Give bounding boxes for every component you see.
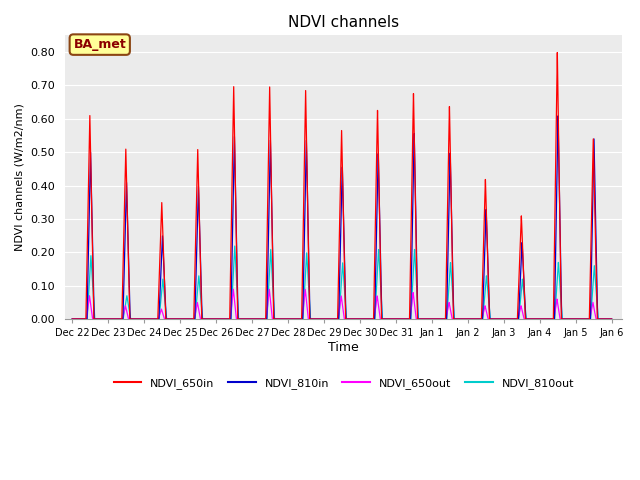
Legend: NDVI_650in, NDVI_810in, NDVI_650out, NDVI_810out: NDVI_650in, NDVI_810in, NDVI_650out, NDV…	[109, 373, 579, 393]
Y-axis label: NDVI channels (W/m2/nm): NDVI channels (W/m2/nm)	[15, 103, 25, 251]
X-axis label: Time: Time	[328, 341, 359, 354]
Title: NDVI channels: NDVI channels	[288, 15, 399, 30]
Text: BA_met: BA_met	[74, 38, 126, 51]
